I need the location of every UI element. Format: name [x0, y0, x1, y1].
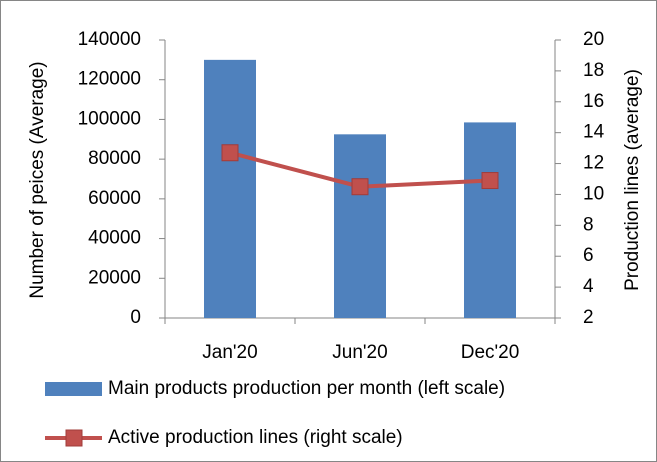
y-tick-label: 60000	[88, 188, 141, 209]
y2-axis-label: Production lines (average)	[622, 69, 643, 291]
y2-tick-label: 12	[583, 153, 604, 174]
y2-tick-label: 6	[583, 245, 594, 266]
y-tick-label: 40000	[88, 228, 141, 249]
bar	[464, 122, 516, 319]
legend-label: Main products production per month (left…	[108, 378, 505, 399]
y2-tick-label: 20	[583, 29, 604, 50]
bar	[334, 134, 386, 318]
legend-swatch	[65, 429, 83, 447]
legend-label: Active production lines (right scale)	[108, 427, 403, 448]
y2-tick-label: 8	[583, 214, 594, 235]
y-tick-label: 80000	[88, 148, 141, 169]
y-tick-label: 20000	[88, 267, 141, 288]
line-marker	[221, 144, 239, 162]
y2-tick-label: 4	[583, 276, 594, 297]
y2-tick-label: 2	[583, 307, 594, 328]
y2-tick-label: 14	[583, 122, 605, 143]
y-tick-label: 100000	[78, 108, 141, 129]
line-marker	[481, 172, 499, 190]
y-axis-label: Number of peices (Average)	[27, 61, 48, 298]
bar	[204, 59, 256, 318]
y2-tick-label: 18	[583, 60, 604, 81]
legend-swatch	[45, 382, 102, 396]
line-marker	[351, 178, 369, 196]
y-tick-label: 140000	[78, 29, 141, 50]
x-tick-label: Jun'20	[332, 342, 387, 363]
y-tick-label: 120000	[78, 69, 141, 90]
x-tick-label: Dec'20	[461, 342, 520, 363]
y2-tick-label: 16	[583, 91, 604, 112]
x-tick-label: Jan'20	[202, 342, 257, 363]
y2-tick-label: 10	[583, 183, 604, 204]
y-tick-label: 0	[130, 307, 141, 328]
